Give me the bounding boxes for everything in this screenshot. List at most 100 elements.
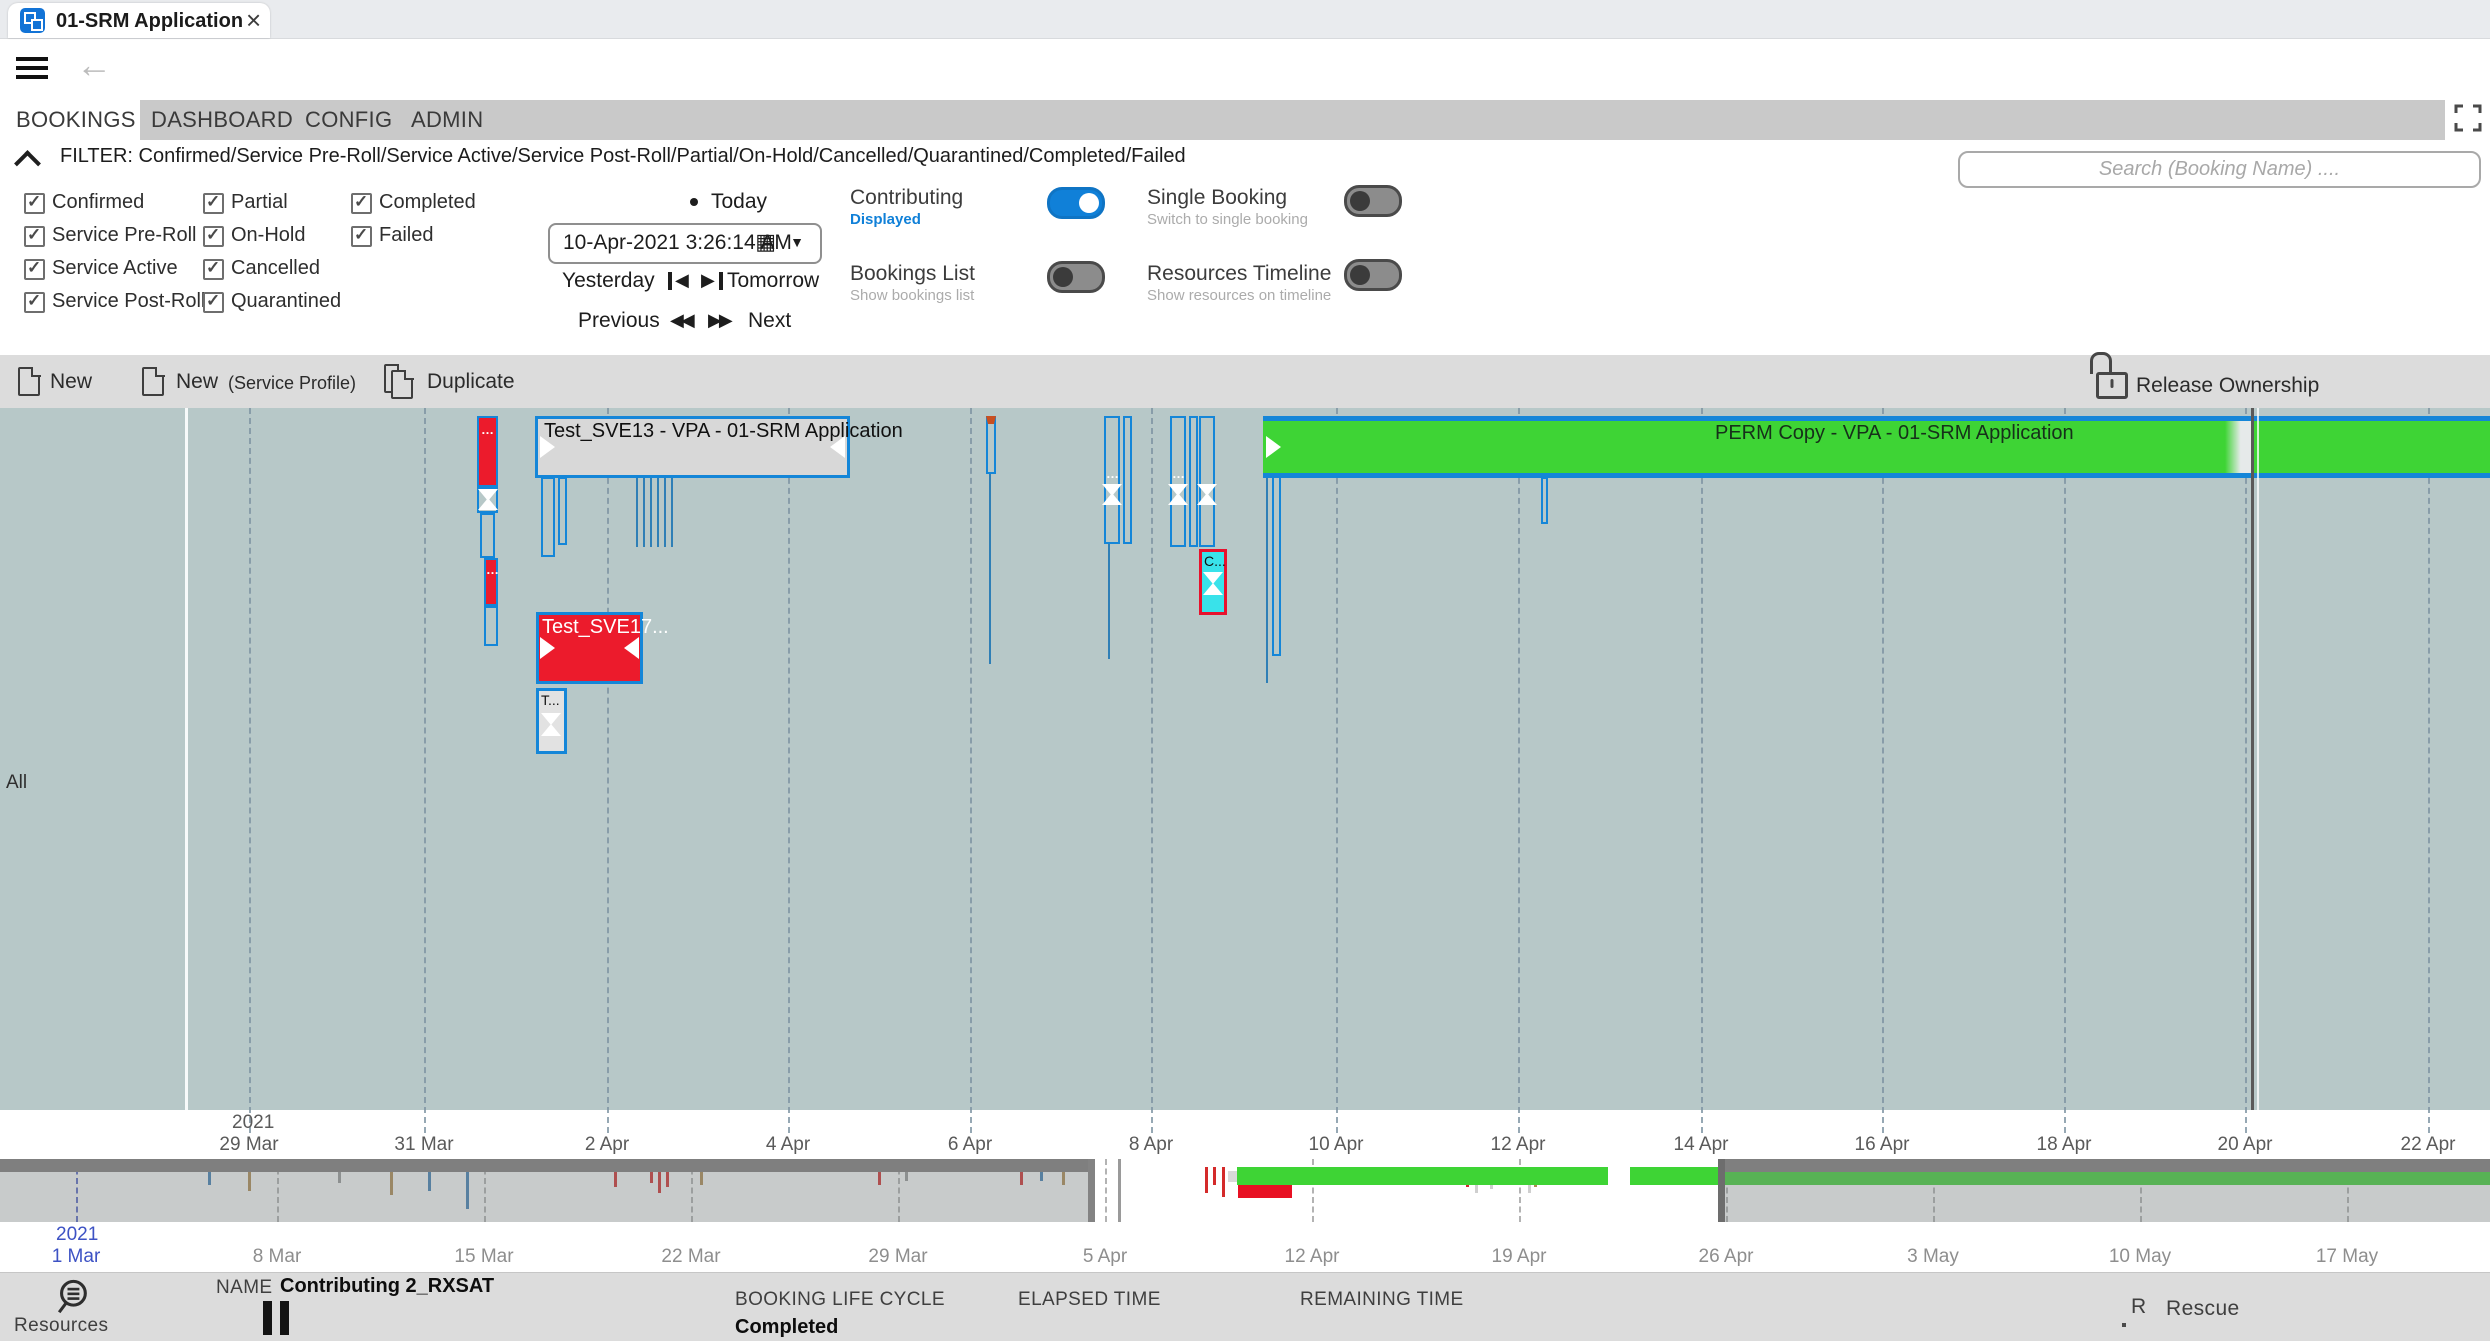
- mini-booking[interactable]: [986, 416, 996, 474]
- mini-booking[interactable]: [541, 477, 555, 557]
- resize-handle-icon[interactable]: [540, 637, 555, 659]
- checkbox-checked-icon[interactable]: [203, 292, 224, 313]
- checkbox-checked-icon[interactable]: [24, 193, 45, 214]
- fast-backward-icon[interactable]: ◀◀: [670, 310, 692, 331]
- open-padlock-icon[interactable]: [2096, 372, 2128, 399]
- overview-handle-icon[interactable]: [1718, 1159, 1725, 1222]
- mini-booking[interactable]: [480, 513, 495, 558]
- duplicate-documents-icon[interactable]: [391, 370, 413, 399]
- resize-handle-icon[interactable]: [540, 436, 555, 458]
- resources-icon[interactable]: [54, 1279, 100, 1317]
- mini-booking[interactable]: [657, 477, 659, 547]
- skip-back-icon[interactable]: [668, 272, 672, 290]
- caret-down-icon[interactable]: ▼: [790, 234, 804, 250]
- fast-forward-icon[interactable]: ▶▶: [708, 310, 730, 331]
- overview-axis-tick-label: 22 Mar: [661, 1246, 720, 1268]
- checkbox-checked-icon[interactable]: [351, 193, 372, 214]
- next-button[interactable]: Next: [748, 309, 791, 333]
- mini-booking[interactable]: [643, 477, 645, 547]
- mini-booking[interactable]: [1541, 477, 1548, 524]
- checkbox-checked-icon[interactable]: [351, 226, 372, 247]
- move-handle-icon[interactable]: [1203, 583, 1223, 595]
- skip-back-icon[interactable]: ◀: [675, 270, 689, 291]
- checkbox-checked-icon[interactable]: [203, 193, 224, 214]
- duplicate-button[interactable]: Duplicate: [427, 370, 515, 394]
- tomorrow-button[interactable]: Tomorrow: [727, 269, 819, 293]
- rescue-button[interactable]: Rescue: [2166, 1297, 2240, 1321]
- mini-booking[interactable]: …: [484, 558, 498, 606]
- resize-handle-icon[interactable]: [1266, 436, 1281, 458]
- mini-booking[interactable]: [650, 477, 652, 547]
- resize-handle-icon[interactable]: [624, 637, 639, 659]
- mini-booking[interactable]: [636, 477, 638, 547]
- mini-booking[interactable]: [671, 477, 673, 547]
- resize-handle-icon[interactable]: [830, 436, 845, 458]
- new-service-profile-suffix[interactable]: (Service Profile): [228, 373, 356, 394]
- mini-booking[interactable]: [1123, 416, 1132, 544]
- menu-hamburger-icon[interactable]: [16, 57, 48, 81]
- bookings-list-toggle[interactable]: [1047, 261, 1105, 293]
- resources-button[interactable]: Resources: [14, 1315, 108, 1337]
- checkbox-checked-icon[interactable]: [203, 226, 224, 247]
- mini-booking[interactable]: [1199, 416, 1215, 547]
- datetime-picker[interactable]: 10-Apr-2021 3:26:14 AM ▦ ▼: [548, 223, 822, 264]
- name-label: NAME: [216, 1277, 273, 1299]
- calendar-icon[interactable]: ▦: [755, 229, 776, 255]
- yesterday-button[interactable]: Yesterday: [562, 269, 655, 293]
- previous-button[interactable]: Previous: [578, 309, 660, 333]
- browser-tab-title: 01-SRM Application: [56, 10, 243, 33]
- mini-booking[interactable]: [664, 477, 666, 547]
- mini-booking[interactable]: [1108, 544, 1110, 659]
- collapse-filter-chevron-up-icon[interactable]: [14, 150, 41, 177]
- checkbox-checked-icon[interactable]: [24, 226, 45, 247]
- mini-booking[interactable]: …: [477, 416, 498, 487]
- skip-forward-icon[interactable]: [719, 272, 723, 290]
- today-button[interactable]: Today: [711, 190, 767, 214]
- overview-axis-tick-label: 5 Apr: [1083, 1246, 1127, 1268]
- mini-booking[interactable]: [477, 487, 498, 513]
- booking-test-sve13[interactable]: Test_SVE13 - VPA - 01-SRM Application: [535, 416, 850, 478]
- mini-booking[interactable]: [1266, 477, 1268, 683]
- back-arrow-icon[interactable]: ←: [76, 44, 112, 86]
- close-tab-icon[interactable]: ×: [246, 5, 261, 36]
- overview-axis-tick-label: 17 May: [2316, 1246, 2378, 1268]
- tab-admin[interactable]: ADMIN: [411, 107, 483, 133]
- mini-booking[interactable]: [989, 474, 991, 664]
- mini-booking[interactable]: [558, 477, 567, 545]
- overview-shade-left-scrollbar[interactable]: [0, 1159, 1095, 1172]
- mini-booking[interactable]: …: [1170, 416, 1186, 547]
- timeline-axis-tick-label: 2 Apr: [585, 1134, 629, 1156]
- resources-timeline-toggle[interactable]: [1344, 259, 1402, 291]
- checkbox-checked-icon[interactable]: [203, 259, 224, 280]
- resource-row-label: All: [6, 772, 27, 794]
- move-handle-icon[interactable]: [541, 724, 561, 736]
- mini-booking[interactable]: [1189, 416, 1198, 547]
- release-ownership-button[interactable]: Release Ownership: [2136, 374, 2319, 398]
- new-service-profile-button[interactable]: New: [176, 370, 218, 394]
- skip-forward-icon[interactable]: ▶: [701, 270, 715, 291]
- fullscreen-icon[interactable]: [2454, 104, 2482, 132]
- overview-scrubber[interactable]: [0, 1159, 2490, 1222]
- mini-booking[interactable]: [484, 606, 498, 646]
- new-document-icon[interactable]: [18, 367, 40, 396]
- checkbox-checked-icon[interactable]: [24, 259, 45, 280]
- bookings-list-sublabel: Show bookings list: [850, 287, 974, 304]
- booking-perm-copy[interactable]: PERM Copy - VPA - 01-SRM Application: [1263, 416, 2490, 478]
- search-input[interactable]: [1958, 151, 2481, 188]
- tab-bookings[interactable]: BOOKINGS: [16, 107, 136, 133]
- booking-t-small[interactable]: T...: [536, 688, 567, 754]
- checkbox-checked-icon[interactable]: [24, 292, 45, 313]
- single-booking-toggle[interactable]: [1344, 185, 1402, 217]
- overview-shade-right-scrollbar[interactable]: [1718, 1159, 2490, 1172]
- mini-booking[interactable]: …: [1104, 416, 1120, 544]
- browser-tab[interactable]: 01-SRM Application ×: [8, 3, 270, 38]
- booking-test-sve17[interactable]: Test_SVE17...: [536, 612, 643, 684]
- booking-selected-contributing[interactable]: C...: [1199, 549, 1227, 615]
- open-padlock-icon[interactable]: [2090, 352, 2112, 374]
- new-service-profile-document-icon[interactable]: [142, 367, 164, 396]
- overview-handle-icon[interactable]: [1088, 1159, 1095, 1222]
- contributing-toggle[interactable]: [1047, 187, 1105, 219]
- new-button[interactable]: New: [50, 370, 92, 394]
- tab-dashboard[interactable]: DASHBOARD: [151, 107, 293, 133]
- tab-config[interactable]: CONFIG: [305, 107, 392, 133]
